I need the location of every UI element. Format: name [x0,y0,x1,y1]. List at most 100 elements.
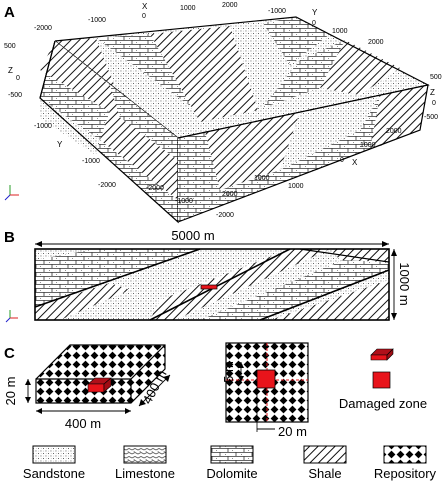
tick-label: 500 [430,74,442,81]
arrow-icon [25,397,31,403]
arrow-icon [25,379,31,385]
top-shale-band-2 [320,40,400,95]
key-cube-side [386,348,394,361]
offset-label: 5 m [221,361,236,383]
fault-line [34,248,201,308]
tick-label: 2000 [368,39,384,46]
height-label: 1000 m [397,262,412,305]
tick-label: 0 [142,13,146,20]
damaged-zone-key: Damaged zone [339,348,427,411]
legend-item-dolomite: Dolomite [206,445,258,481]
limestone-swatch [123,445,167,464]
arrow-icon [125,408,131,414]
panel-c: C 20 m 400 m 400 m [3,342,427,439]
legend-label-shale: Shale [308,466,341,481]
repository-marker [200,284,218,290]
top-y-axis-letter: Y [312,8,318,17]
panel-a-letter: A [4,4,15,21]
tick-label: 0 [432,100,436,107]
tick-label: 1000 [360,142,376,149]
block-length-label: 400 m [65,416,101,431]
arrow-icon [238,362,244,368]
tick-label: 1000 [180,5,196,12]
section-shale-band-3 [35,283,130,320]
panel-b-letter: B [4,229,15,246]
tick-label: 0 [312,20,316,27]
legend-item-shale: Shale [303,445,347,481]
block-damaged-side [103,377,112,393]
height-arrow-top-icon [391,249,397,256]
repository-swatch [383,445,427,464]
right-face-outline [177,84,429,223]
sandstone-swatch [32,445,76,464]
top-shale-band [150,26,258,122]
section-shale-band-2 [270,280,389,320]
tick-label: 0 [16,75,20,82]
legend: Sandstone Limestone Dolomite Shale Repos… [23,445,437,481]
width-arrow-right-icon [382,241,389,247]
panel-a: A X [4,2,442,224]
tick-label: 1000 [254,175,270,182]
top-dolomite-band-2 [263,17,330,65]
back-left-edge [39,40,56,99]
tick-label: 0 [340,157,344,164]
tick-label: -1000 [82,158,100,165]
panel-b: B 5000 m 1000 m [4,228,412,323]
legend-label-sandstone: Sandstone [23,466,85,481]
arrow-icon [163,375,170,382]
tick-label: -2000 [146,185,164,192]
tick-label: 2000 [222,191,238,198]
repository-side-face [131,345,165,403]
height-arrow-bottom-icon [391,313,397,320]
shale-swatch [303,445,347,464]
orientation-triad-icon [5,310,18,323]
orientation-triad-icon [4,185,19,201]
tick-label: 1000 [288,183,304,190]
tick-label: -500 [424,114,438,121]
right-shale-band-2 [370,85,428,150]
legend-item-repository: Repository [374,445,437,481]
top-x-axis-letter: X [142,2,148,11]
key-cube-front [370,354,388,361]
tick-label: 500 [4,43,16,50]
tick-label: -2000 [98,182,116,189]
tick-label: -1000 [34,123,52,130]
legend-label-limestone: Limestone [115,466,175,481]
legend-label-dolomite: Dolomite [206,466,257,481]
tick-label: -2000 [216,212,234,219]
cross-section-outline [34,248,390,321]
arrow-icon [238,376,244,382]
repository-front-face [36,379,131,403]
right-sandstone-band [280,95,380,170]
legend-label-repository: Repository [374,466,437,481]
panel-c-letter: C [4,345,15,362]
plan-damaged-zone [256,369,276,389]
dolomite-swatch [210,445,254,464]
top-dolomite-band-3 [262,40,345,108]
tick-label: 1000 [332,28,348,35]
key-square [372,371,391,389]
tick-label: -500 [8,92,22,99]
fault-line [299,248,390,263]
right-z-axis-letter: Z [430,88,435,97]
block-depth-dimension [138,374,171,407]
block-height-label: 20 m [3,377,18,406]
fault-line [149,248,291,321]
tick-label: 2000 [222,2,238,9]
tick-label: -2000 [34,25,52,32]
cross-section [34,248,390,321]
left-shale-band [40,41,120,118]
damaged-zone-label: Damaged zone [339,396,427,411]
front-y-axis-letter: Y [57,140,63,149]
left-z-axis-letter: Z [8,66,13,75]
section-shale-band-1 [150,249,330,320]
section-dolomite-band-2 [200,249,389,320]
offset2-label: 20 m [278,424,307,439]
arrow-icon [139,399,146,406]
section-shale-band-4 [330,249,389,262]
block-damaged-front [87,383,105,393]
left-shale-band-2 [100,110,178,200]
panel-a-block [39,16,430,224]
tick-label: 2000 [386,128,402,135]
